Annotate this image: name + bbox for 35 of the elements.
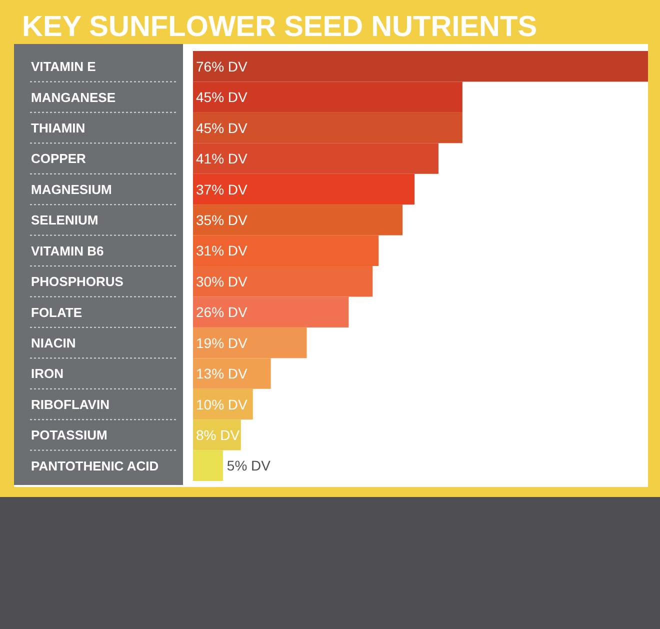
y-tick-label: PANTOTHENIC ACID (31, 458, 159, 474)
y-tick-label: FOLATE (31, 304, 82, 320)
y-tick-label: VITAMIN B6 (31, 243, 104, 258)
y-tick-label: RIBOFLAVIN (31, 396, 110, 412)
data-label: 5% DV (226, 458, 272, 474)
data-label: 26% DV (196, 304, 248, 320)
data-label: 8% DV (196, 426, 240, 443)
bar (193, 174, 415, 205)
data-label: 45% DV (196, 120, 248, 136)
y-tick-label: SELENIUM (31, 212, 98, 228)
data-label: 41% DV (196, 150, 248, 167)
bar (193, 296, 349, 328)
data-label: 37% DV (196, 181, 248, 198)
y-tick-label: POTASSIUM (31, 428, 108, 443)
data-label: 31% DV (196, 242, 248, 259)
y-tick-label: COPPER (31, 151, 87, 166)
y-tick-label: PHOSPHORUS (31, 274, 124, 290)
data-label: 13% DV (196, 366, 248, 382)
y-tick-label: NIACIN (31, 335, 76, 350)
data-label: 10% DV (196, 396, 248, 412)
data-label: 19% DV (196, 334, 248, 351)
y-tick-label: MAGNESIUM (31, 182, 112, 197)
bar (193, 51, 648, 82)
y-tick-label: THIAMIN (31, 120, 86, 136)
data-label: 76% DV (196, 58, 248, 74)
bar (193, 204, 403, 236)
y-tick-label: VITAMIN E (31, 59, 96, 74)
data-label: 30% DV (196, 273, 248, 290)
y-tick-label: MANGANESE (31, 90, 116, 105)
bar (193, 82, 462, 112)
chart-title: KEY SUNFLOWER SEED NUTRIENTS (22, 11, 538, 43)
y-tick-label: IRON (31, 366, 64, 382)
bar (193, 450, 223, 481)
data-label: 35% DV (196, 212, 248, 228)
data-label: 45% DV (196, 89, 248, 106)
